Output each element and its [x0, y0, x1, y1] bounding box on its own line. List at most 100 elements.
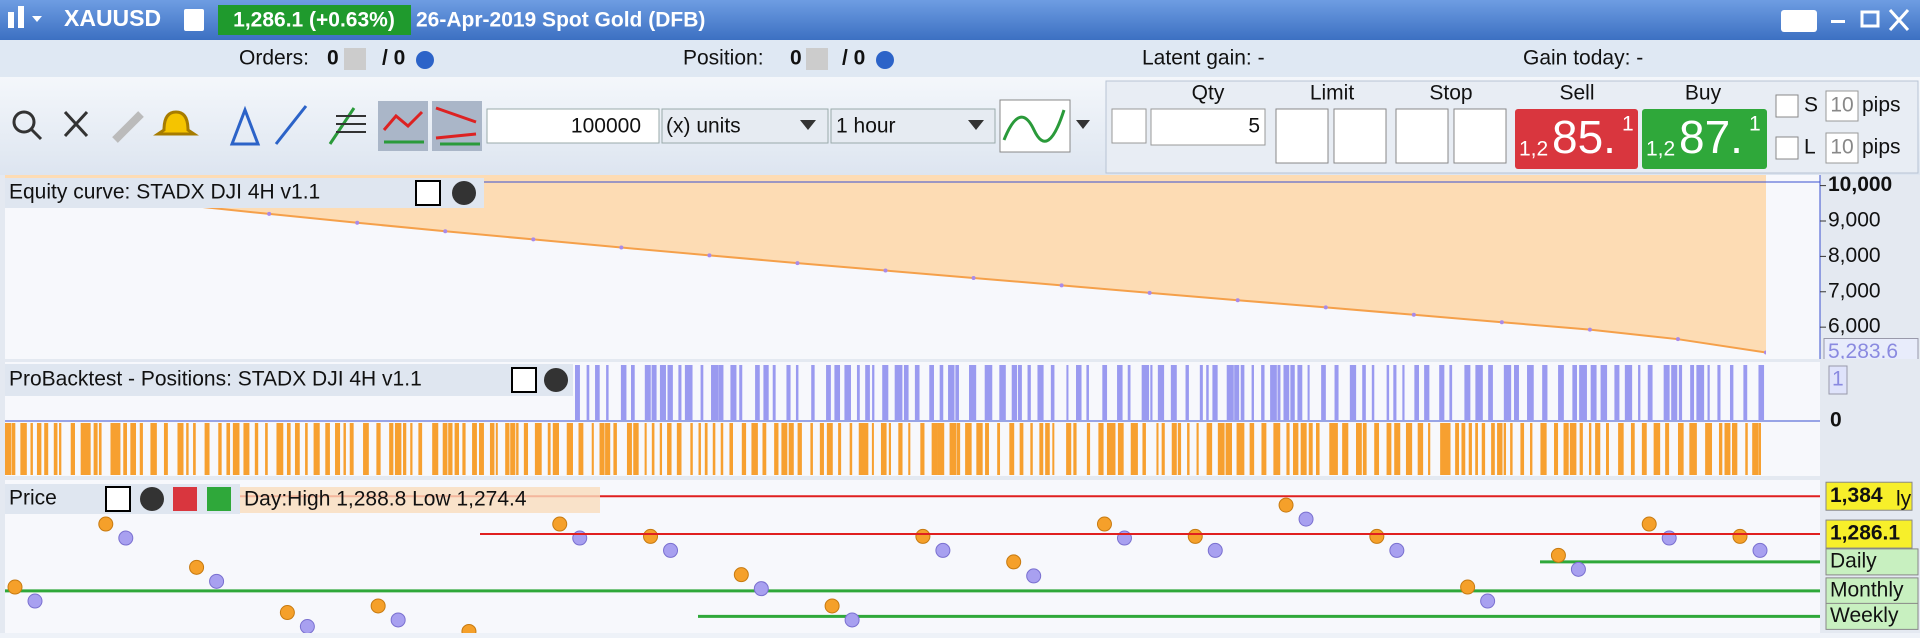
long-stripe	[1503, 365, 1512, 420]
long-stripe	[1017, 365, 1022, 420]
long-stripe	[667, 365, 673, 420]
long-stripe	[1011, 365, 1018, 420]
panel-maximize[interactable]	[415, 180, 441, 206]
long-stripe	[684, 365, 693, 420]
equity-title: Equity curve: STADX DJI 4H v1.1	[9, 181, 320, 204]
l-pips-input[interactable]	[1825, 132, 1859, 164]
price-dot	[915, 528, 931, 544]
buy-label: Buy	[1685, 82, 1722, 105]
short-stripe	[442, 423, 448, 475]
price-axis: 1,384 1,286.1 Daily Monthly Weekly	[1825, 481, 1919, 630]
short-stripe	[1039, 423, 1044, 475]
limit-label: Limit	[1310, 82, 1355, 105]
position-settings[interactable]	[876, 51, 894, 69]
short-stripe	[218, 423, 222, 475]
short-stripe	[1009, 423, 1015, 475]
info-icon[interactable]	[184, 9, 204, 31]
price-dot	[1389, 542, 1405, 558]
long-stripe	[826, 365, 831, 420]
short-stripe	[495, 423, 498, 475]
short-stripe	[997, 423, 1001, 475]
long-stripe	[739, 365, 743, 420]
equity-point	[1147, 290, 1152, 295]
timeframe-dropdown[interactable]	[830, 108, 996, 144]
short-stripe	[1106, 423, 1114, 475]
sell-button[interactable]	[1515, 109, 1638, 169]
long-stripe	[872, 365, 875, 420]
position-value: 0	[790, 47, 802, 70]
short-stripe	[888, 423, 891, 475]
long-stripe	[1579, 365, 1587, 420]
latent-gain: Latent gain: -	[1142, 47, 1265, 70]
s-pips: 10	[1830, 94, 1853, 117]
ticket-settings[interactable]	[1111, 108, 1147, 144]
short-stripe	[1732, 423, 1738, 475]
buy-shortcut[interactable]	[207, 487, 231, 511]
day-range: Day:High 1,288.8 Low 1,274.4	[244, 488, 527, 511]
short-stripe	[676, 423, 682, 475]
limit-stop-buttons[interactable]	[1275, 108, 1507, 164]
short-stripe	[1417, 423, 1424, 475]
cancel-orders[interactable]	[344, 48, 366, 70]
long-stripe	[929, 365, 934, 420]
short-stripe	[139, 423, 143, 475]
buy-button[interactable]	[1642, 109, 1767, 169]
long-stripe	[586, 365, 590, 420]
s-pips-input[interactable]	[1825, 90, 1859, 122]
long-stripe	[1261, 365, 1265, 420]
short-stripe	[797, 423, 802, 475]
long-stripe	[984, 365, 993, 420]
long-stripe	[1678, 365, 1683, 420]
short-stripe	[1605, 423, 1609, 475]
price-tag	[1825, 519, 1913, 549]
symbol[interactable]: XAUUSD	[64, 5, 161, 31]
short-stripe	[305, 423, 308, 475]
price-tag-label: 1,384	[1830, 484, 1883, 507]
long-stripe	[755, 365, 760, 420]
close-position[interactable]	[806, 48, 828, 70]
short-stripe	[599, 423, 605, 475]
qty-input[interactable]	[1150, 108, 1266, 146]
short-stripe	[762, 423, 767, 475]
panel-close[interactable]	[544, 368, 568, 392]
tool-icons[interactable]	[12, 101, 482, 151]
short-stripe	[880, 423, 887, 475]
l-checkbox[interactable]	[1775, 136, 1799, 160]
units-dropdown[interactable]	[661, 108, 829, 144]
panel-close[interactable]	[452, 181, 476, 205]
short-stripe	[1481, 423, 1486, 475]
long-stripe	[644, 365, 651, 420]
panel-maximize[interactable]	[105, 486, 131, 512]
short-stripe	[11, 423, 16, 475]
pips-label: pips	[1862, 136, 1901, 159]
short-stripe	[826, 423, 833, 475]
short-stripe	[1293, 423, 1299, 475]
window-controls[interactable]	[1781, 8, 1910, 32]
short-stripe	[1161, 423, 1165, 475]
short-stripe	[1249, 423, 1255, 475]
short-stripe	[389, 423, 394, 475]
short-stripe	[226, 423, 231, 475]
long-stripe	[955, 365, 959, 420]
quantity-input[interactable]	[486, 108, 660, 144]
short-stripe	[1497, 423, 1503, 475]
long-stripe	[730, 365, 737, 420]
flat-label: 0	[1830, 409, 1842, 432]
short-stripe	[956, 423, 961, 475]
short-stripe	[294, 423, 300, 475]
panel-close[interactable]	[140, 487, 164, 511]
long-stripe	[1707, 365, 1710, 420]
price-tag-label: 1,286.1	[1830, 522, 1900, 545]
s-checkbox[interactable]	[1775, 94, 1799, 118]
long-stripe	[1027, 365, 1031, 420]
short-stripe	[232, 423, 240, 475]
long-stripe	[1717, 365, 1721, 420]
sell-shortcut[interactable]	[173, 487, 197, 511]
short-stripe	[1225, 423, 1232, 475]
orders-settings[interactable]	[416, 51, 434, 69]
short-stripe	[1086, 423, 1091, 475]
short-stripe	[864, 423, 869, 475]
short-stripe	[335, 423, 341, 475]
panel-maximize[interactable]	[511, 367, 537, 393]
short-stripe	[1475, 423, 1478, 475]
